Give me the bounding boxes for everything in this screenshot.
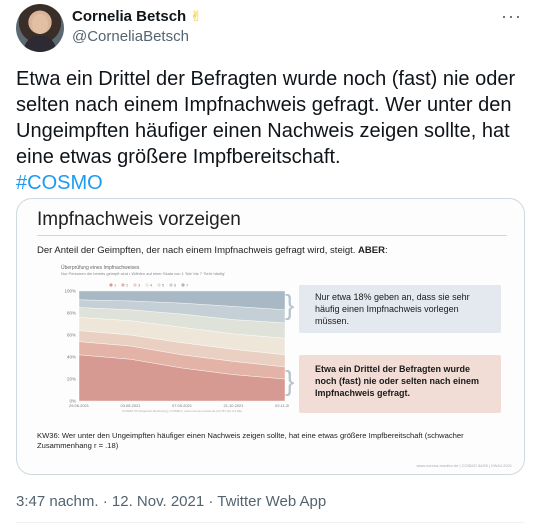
card-subtitle-bold: ABER [358, 245, 385, 256]
bracket-top: } [285, 289, 295, 320]
more-options-icon[interactable]: ··· [501, 6, 522, 26]
x-tick-label: 21.10.2021 [223, 403, 244, 408]
avatar[interactable] [16, 4, 64, 52]
meta-separator: · [102, 493, 108, 510]
x-tick-label: 02.11.2021 [275, 403, 289, 408]
author-handle[interactable]: @CorneliaBetsch [72, 28, 189, 45]
card-subtitle-end: : [384, 245, 388, 256]
card-footer-meta: www.corona-monitor.de | COSMO 54/55 | KW… [416, 463, 512, 468]
x-tick-label: 07.09.2021 [172, 403, 193, 408]
card-subtitle-text: Der Anteil der Geimpften, der nach einem… [37, 245, 359, 256]
avatar-face [32, 14, 48, 34]
author-name[interactable]: Cornelia Betsch ✌ [72, 8, 202, 25]
image-card[interactable]: Impfnachweis vorzeigen Der Anteil der Ge… [16, 198, 525, 475]
area-chart: Überprüfung eines Impfnachweises Nur Per… [53, 265, 296, 414]
meta-separator: · [208, 493, 214, 510]
legend-marker [169, 283, 173, 287]
tweet-date[interactable]: 12. Nov. 2021 [111, 493, 205, 510]
tweet-source[interactable]: Twitter Web App [217, 493, 327, 510]
legend-marker [145, 283, 149, 287]
tweet-text: Etwa ein Drittel der Befragten wurde noc… [16, 66, 526, 196]
chart-source-note: COSMO 54 (Snapshot Monitoring) | COSMO |… [122, 409, 242, 413]
hashtag-link[interactable]: #COSMO [16, 172, 103, 194]
legend-marker [109, 283, 113, 287]
y-tick-label: 100% [64, 289, 76, 294]
callout-top: Nur etwa 18% geben an, dass sie sehr häu… [299, 285, 501, 333]
y-tick-label: 20% [67, 377, 76, 382]
card-subtitle: Der Anteil der Geimpften, der nach einem… [37, 245, 388, 256]
chart-svg: 1 2 3 4 5 6 7 0% 20% 40% 60% 80% 100% 29.06.2021 03.08… [64, 283, 295, 414]
legend-label: 5 [162, 283, 165, 288]
author-name-label: Cornelia Betsch [72, 8, 187, 25]
legend-label: 1 [114, 283, 117, 288]
tweet-meta: 3:47 nachm. · 12. Nov. 2021 · Twitter We… [16, 493, 326, 510]
area-series-7 [78, 290, 286, 310]
card-footnote: KW36: Wer unter den Ungeimpften häufiger… [37, 431, 464, 450]
legend-label: 4 [150, 283, 153, 288]
legend-label: 7 [186, 283, 189, 288]
legend-label: 6 [174, 283, 177, 288]
legend-label: 3 [138, 283, 141, 288]
card-title: Impfnachweis vorzeigen [37, 209, 241, 230]
y-tick-label: 0% [69, 399, 76, 404]
y-tick-label: 60% [67, 333, 76, 338]
chart-subtitle: Nur Personen die bereits geimpft sind • … [61, 271, 226, 276]
legend-marker [157, 283, 161, 287]
tweet-time[interactable]: 3:47 nachm. [16, 493, 99, 510]
victory-hand-emoji-icon: ✌ [190, 8, 202, 24]
x-tick-label: 29.06.2021 [69, 403, 90, 408]
x-tick-label: 03.08.2021 [120, 403, 141, 408]
callout-bottom: Etwa ein Drittel der Befragten wurde noc… [299, 355, 501, 413]
bracket-bottom: } [285, 365, 295, 396]
tweet-body: Etwa ein Drittel der Befragten wurde noc… [16, 68, 516, 168]
y-tick-label: 40% [67, 355, 76, 360]
legend-marker [133, 283, 137, 287]
y-tick-label: 80% [67, 311, 76, 316]
legend-marker [181, 283, 185, 287]
bottom-divider [16, 522, 524, 523]
card-divider [37, 235, 507, 236]
legend-label: 2 [126, 283, 129, 288]
avatar-body [24, 36, 56, 52]
legend-marker [121, 283, 125, 287]
chart-title: Überprüfung eines Impfnachweises [61, 265, 140, 271]
